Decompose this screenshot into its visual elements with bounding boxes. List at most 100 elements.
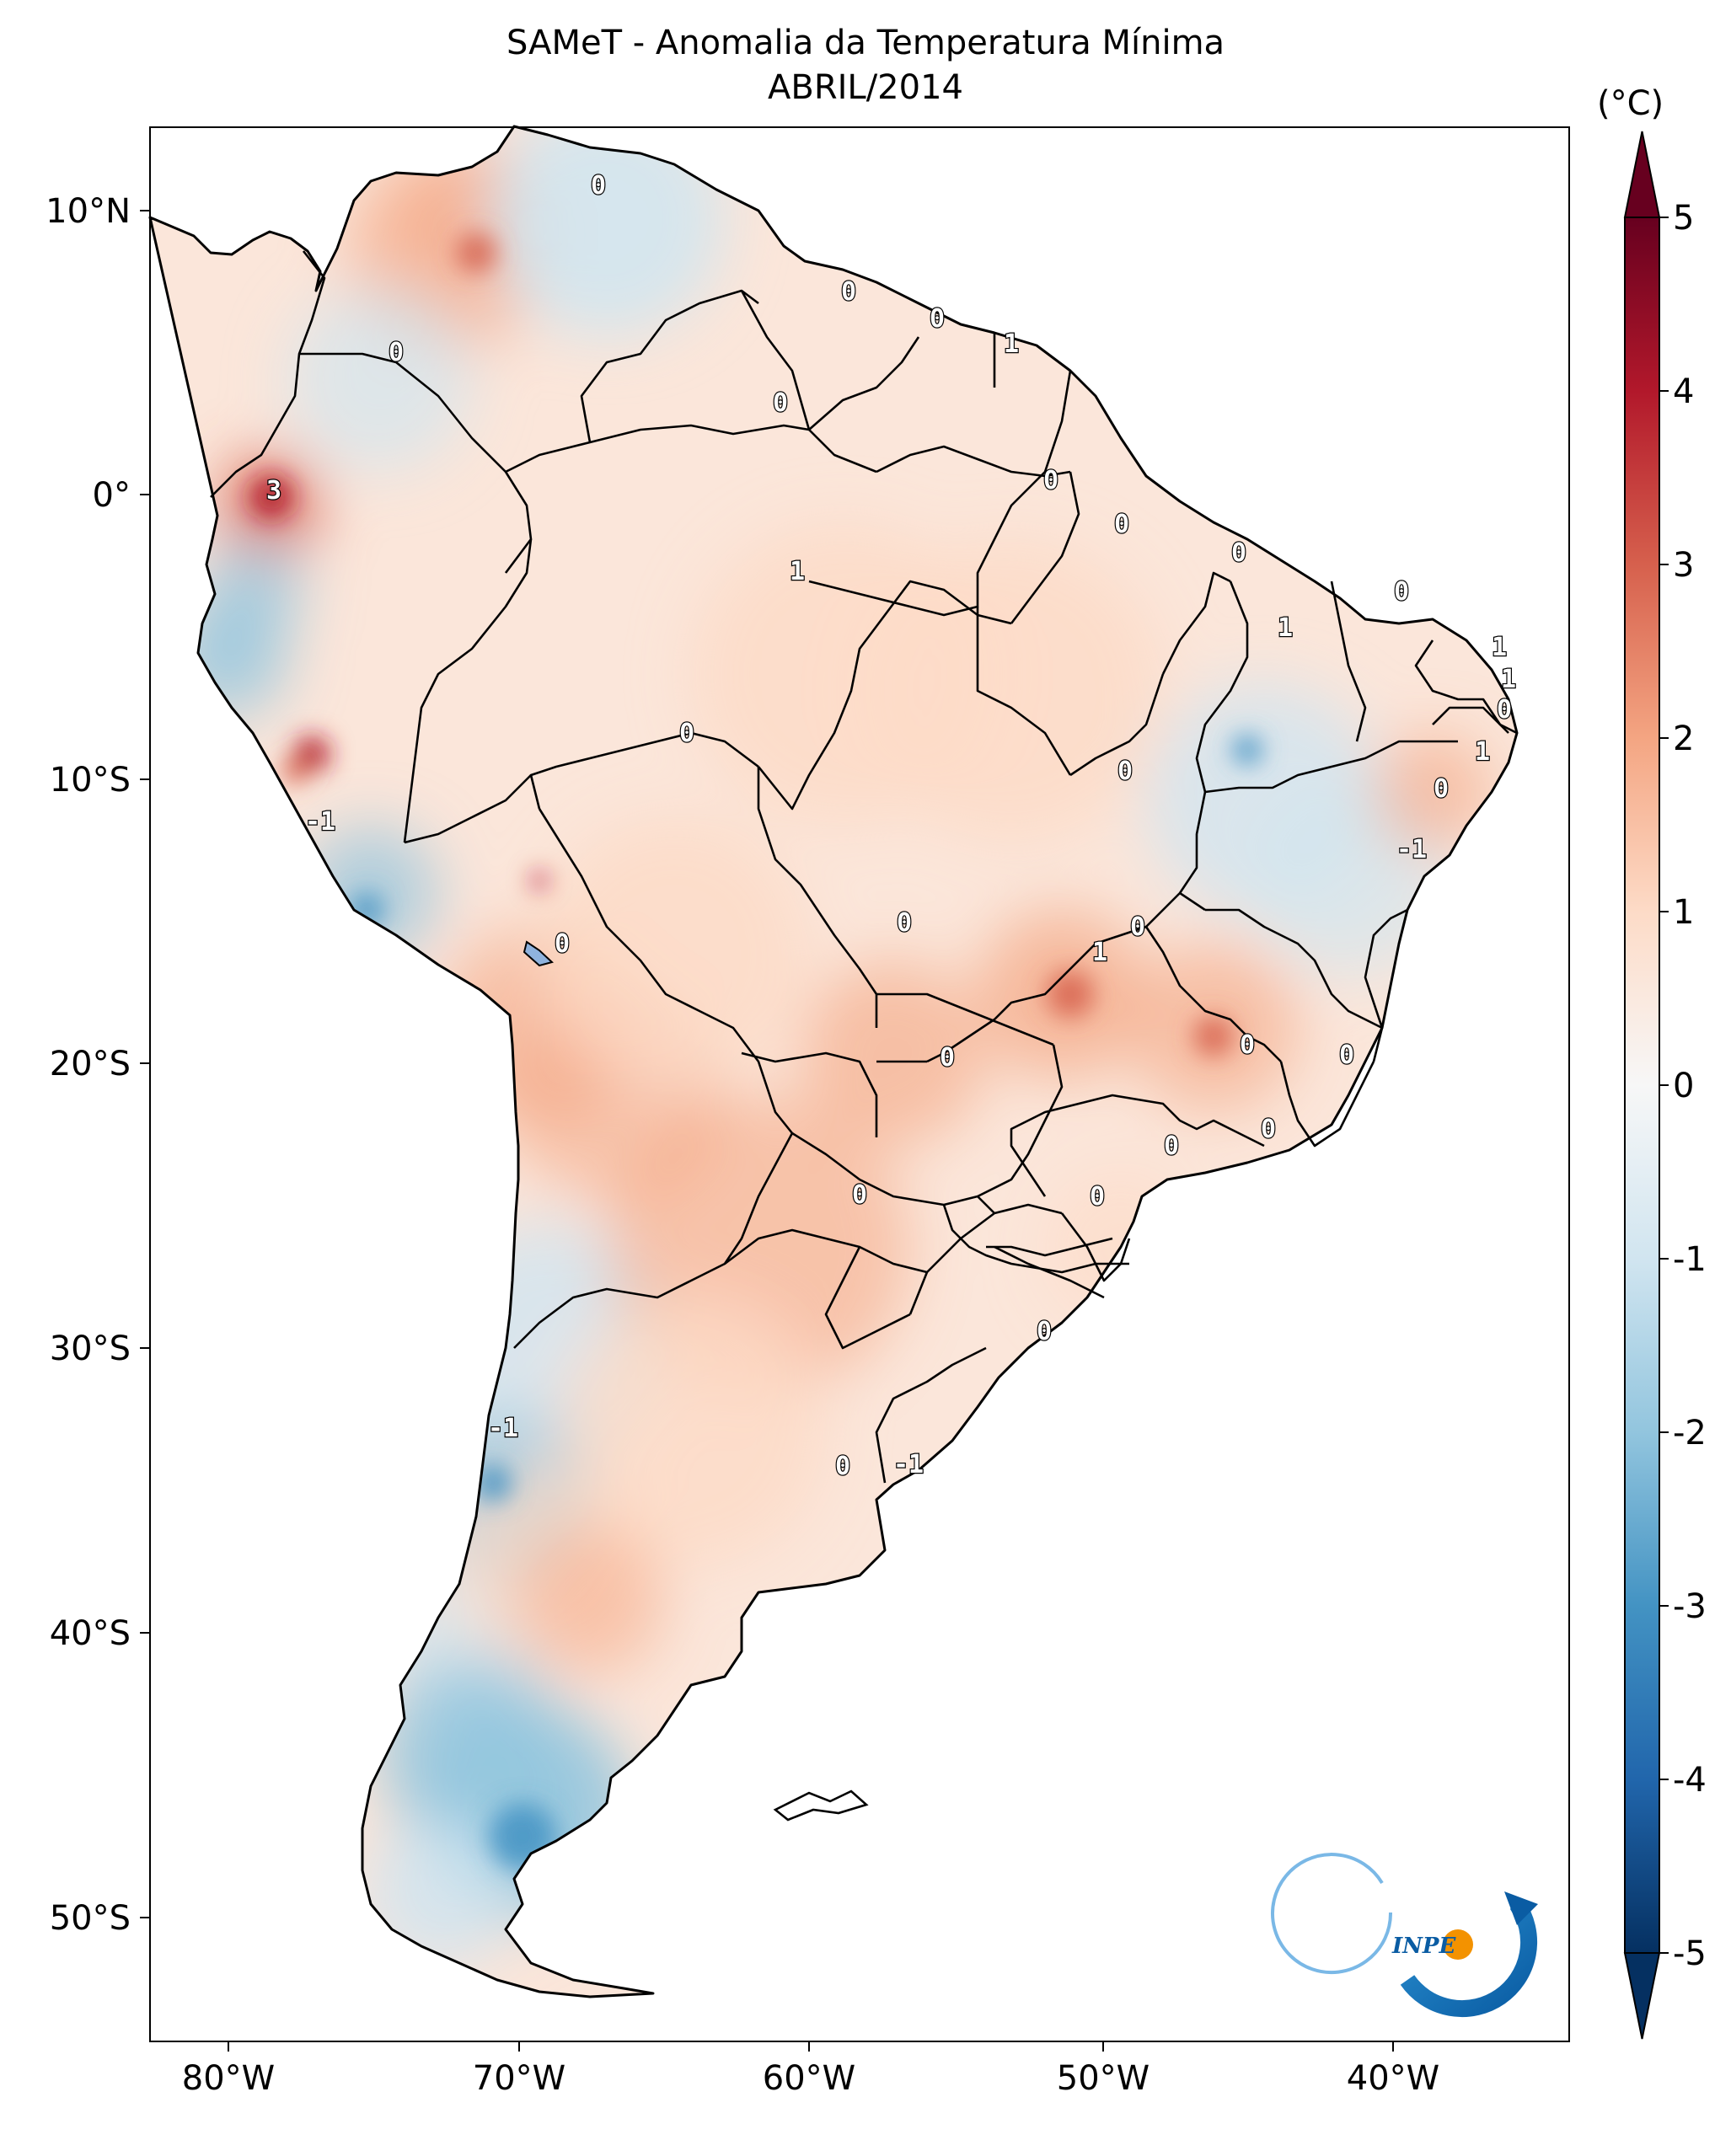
colorbar-bar [1624, 217, 1660, 1954]
border-line [741, 1051, 878, 1137]
border-line [960, 323, 996, 388]
border-line [580, 289, 759, 443]
colorbar-tick-label: -5 [1673, 1934, 1707, 1973]
border-line [740, 290, 877, 473]
border-line [994, 1245, 1105, 1299]
colorbar-tick-label: 4 [1673, 372, 1694, 411]
lake-titicaca [523, 940, 555, 967]
border-line [977, 1044, 1064, 1198]
border-line [1144, 926, 1282, 1062]
contour-label: 0 [841, 277, 856, 307]
contour-label: 0 [852, 1180, 867, 1210]
border-line [1204, 740, 1458, 794]
border-line [1330, 580, 1367, 742]
contour-label: -1 [893, 1450, 924, 1479]
contour-label: 0 [555, 929, 570, 959]
colorbar-extend-max [1623, 131, 1661, 218]
border-line [505, 424, 810, 473]
border-line [210, 250, 326, 498]
border-line [876, 992, 1054, 1046]
colorbar-tick-label: -4 [1673, 1761, 1707, 1800]
contour-label: 0 [679, 719, 694, 748]
border-line [986, 1237, 1113, 1257]
border-line [724, 1228, 928, 1274]
contour-label: 1 [1278, 613, 1293, 643]
contour-label: 0 [1114, 510, 1129, 539]
contour-label: 0 [1394, 577, 1409, 607]
contour-label: -1 [305, 807, 335, 837]
lat-tick-label: 30°S [50, 1329, 131, 1368]
border-line [1279, 1061, 1375, 1148]
country-borders [210, 250, 1518, 1484]
border-line [299, 352, 533, 574]
border-line [1069, 673, 1165, 777]
contour-label: 0 [1117, 757, 1133, 786]
colorbar-tick-label: 3 [1673, 546, 1694, 585]
colorbar-tick-label: -1 [1673, 1240, 1707, 1279]
lon-tick-label: 50°W [1057, 2059, 1150, 2098]
colorbar-tick-label: -2 [1673, 1414, 1707, 1452]
border-line [1161, 571, 1231, 675]
contour-label: 1 [1475, 737, 1490, 767]
colorbar: 5 4 3 2 1 0 -1 -2 -3 -4 -5 [1623, 131, 1707, 2040]
border-line [908, 1203, 1063, 1315]
map-title: SAMeT - Anomalia da Temperatura Mínima [506, 24, 1225, 62]
lon-tick-label: 80°W [182, 2059, 275, 2098]
inpe-logo: INPE [1271, 1853, 1538, 2017]
border-line [977, 1196, 995, 1214]
border-line [1432, 706, 1509, 734]
colorbar-extend-min [1623, 1952, 1661, 2040]
border-line [1195, 580, 1249, 793]
contour-label: 1 [1501, 665, 1516, 694]
contour-label: 0 [1434, 774, 1449, 804]
border-line [876, 445, 1071, 478]
contour-label: 0 [1043, 466, 1058, 495]
contour-label: 0 [773, 388, 788, 418]
map-subtitle: ABRIL/2014 [768, 68, 963, 107]
lat-tick-label: 10°N [46, 192, 131, 231]
border-line [976, 607, 1072, 776]
colorbar-tick-label: 2 [1673, 720, 1694, 758]
border-line [875, 1346, 987, 1484]
border-line [757, 580, 1012, 811]
contour-label: 0 [1164, 1131, 1179, 1161]
border-line [1179, 891, 1206, 912]
contour-label: 0 [1261, 1115, 1276, 1144]
lat-tick-label: 0° [93, 476, 131, 515]
border-line [529, 731, 759, 810]
border-line [1145, 791, 1207, 928]
contour-label: -1 [488, 1414, 518, 1443]
border-line [791, 1131, 978, 1206]
longitude-labels: 80°W 70°W 60°W 50°W 40°W [182, 2059, 1439, 2098]
contour-label: -1 [1396, 835, 1427, 864]
contour-label: 0 [940, 1043, 955, 1073]
lat-tick-label: 40°S [50, 1614, 131, 1653]
colorbar-tick-label: 1 [1673, 893, 1694, 932]
lat-tick-label: 50°S [50, 1899, 131, 1938]
contour-label: 0 [1037, 1317, 1052, 1346]
colorbar-unit: (°C) [1597, 84, 1664, 123]
contour-label: 0 [1240, 1030, 1255, 1060]
border-line [404, 774, 532, 844]
contour-label: 0 [1231, 538, 1246, 568]
contour-label: 0 [835, 1452, 850, 1481]
contour-label: 0 [1339, 1041, 1354, 1070]
logo-text: INPE [1391, 1934, 1456, 1959]
contour-label: 0 [1130, 912, 1145, 942]
border-line [808, 336, 920, 431]
latitude-labels: 10°N 0° 10°S 20°S 30°S 40°S 50°S [46, 192, 131, 1938]
lon-tick-label: 40°W [1347, 2059, 1439, 2098]
contour-label: 1 [790, 557, 805, 586]
border-line [1010, 471, 1080, 624]
lon-tick-label: 60°W [763, 2059, 855, 2098]
border-line [824, 1246, 911, 1350]
contour-label: 0 [591, 171, 606, 201]
lat-tick-label: 10°S [50, 761, 131, 800]
contour-label: 0 [1090, 1182, 1105, 1212]
border-line [926, 925, 1147, 1063]
contour-label: 1 [1492, 633, 1507, 662]
colorbar-tick-label: -3 [1673, 1587, 1707, 1626]
border-line [513, 1132, 794, 1349]
colorbar-tick-label: 0 [1673, 1067, 1694, 1105]
falkland-islands [773, 1790, 869, 1822]
